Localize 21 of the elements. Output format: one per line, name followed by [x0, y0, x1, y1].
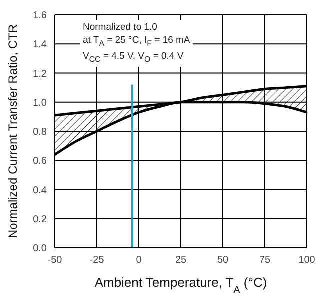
- x-tick-label: 0: [136, 255, 142, 266]
- x-tick-label: 75: [259, 255, 271, 266]
- y-tick-label: 0.8: [33, 127, 48, 138]
- annotation: at T$_{A}$ = 25 °C, I$_{F}$ = 16 mA: [83, 34, 190, 50]
- x-tick-label: 50: [217, 255, 229, 266]
- x-tick-label: 25: [175, 255, 187, 266]
- y-tick-label: 0.2: [33, 214, 48, 226]
- y-tick-label: 1.4: [33, 40, 48, 51]
- x-axis-title: Ambient Temperature, T$_{A}$ (°C): [94, 275, 268, 296]
- y-tick-label: 0.0: [33, 244, 48, 255]
- y-tick-label: 0.4: [33, 185, 48, 196]
- y-tick-label: 0.6: [33, 156, 48, 168]
- x-tick-label: -50: [48, 255, 63, 266]
- y-axis-title: Normalized Current Transfer Ratio, CTR: [6, 24, 20, 239]
- x-tick-label: -25: [90, 255, 105, 266]
- y-tick-label: 1.2: [33, 68, 48, 80]
- annotation: V$_{CC}$ = 4.5 V, V$_{O}$ = 0.4 V: [83, 50, 185, 66]
- x-tick-label: 100: [298, 255, 316, 266]
- y-tick-label: 1.6: [33, 10, 48, 22]
- y-tick-label: 1.0: [33, 98, 48, 109]
- annotation: Normalized to 1.0: [83, 21, 158, 34]
